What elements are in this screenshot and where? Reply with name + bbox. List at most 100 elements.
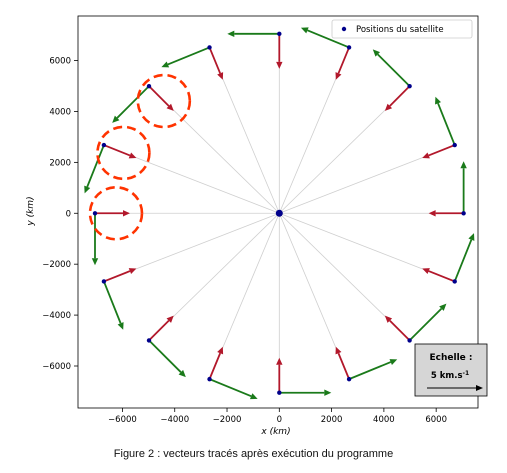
satellite-point: [101, 279, 107, 284]
y-tick-label: −2000: [42, 260, 71, 270]
x-tick-label: −6000: [108, 415, 137, 425]
scale-value-text: 5 km.s: [431, 371, 463, 381]
red-vector-head: [217, 346, 224, 355]
green-vector-shaft: [307, 29, 350, 49]
red-vector-head: [428, 210, 436, 217]
green-vector-head: [117, 322, 124, 330]
red-vector-shaft: [103, 144, 131, 157]
red-vector-shaft: [148, 319, 170, 342]
x-tick-label: −4000: [160, 415, 189, 425]
satellite-point: [207, 376, 212, 382]
satellite-point: [461, 211, 466, 216]
green-vector-head: [372, 49, 381, 57]
green-vector-shaft: [167, 46, 210, 66]
red-vector-shaft: [428, 144, 456, 157]
scale-title: Echelle :: [429, 353, 472, 363]
red-vector-head: [166, 315, 174, 323]
green-vector-head: [460, 161, 467, 169]
earth-center-point: [275, 209, 283, 217]
satellite-point: [346, 45, 352, 50]
green-vector-shaft: [437, 102, 456, 146]
green-vector-shaft: [209, 378, 252, 398]
figure-caption: Figure 2 : vecteurs tracés après exécuti…: [113, 448, 394, 460]
satellite-points: [92, 31, 466, 395]
satellite-point: [407, 338, 412, 343]
green-vector-head: [468, 233, 475, 241]
legend-frame: [331, 19, 473, 39]
highlight-circles: [88, 73, 192, 241]
green-vector-shaft: [148, 339, 182, 373]
x-axis-label: x (km): [260, 427, 290, 437]
green-vector-head: [249, 393, 258, 400]
y-tick-label: 6000: [49, 57, 71, 67]
legend-marker: [341, 26, 347, 32]
green-vector-head: [435, 96, 441, 105]
red-vector-head: [276, 357, 283, 365]
satellite-point: [277, 390, 282, 395]
x-axis-ticks: −6000 −4000 −2000 0 2000 4000 6000: [108, 408, 447, 425]
y-tick-label: −4000: [42, 311, 71, 321]
green-vector-head: [84, 185, 91, 194]
x-tick-label: 4000: [373, 415, 395, 425]
red-vector-head: [128, 268, 137, 275]
highlight-circle: [96, 125, 151, 181]
red-vector-head: [335, 72, 342, 80]
red-vector-shaft: [428, 270, 456, 283]
satellite-point: [407, 83, 412, 89]
red-vector-head: [384, 315, 393, 323]
scale-value: 5 km.s-1: [431, 370, 469, 381]
red-vector-head: [128, 152, 137, 159]
x-tick-label: 2000: [321, 415, 343, 425]
red-vector-shaft: [208, 47, 221, 74]
red-vector-head: [276, 61, 283, 69]
legend-label: Positions du satellite: [356, 25, 444, 35]
y-tick-label: 0: [66, 209, 71, 219]
red-vector-shaft: [389, 319, 411, 342]
red-vector-shaft: [103, 270, 131, 283]
green-vector-head: [112, 115, 120, 123]
green-vectors: [84, 27, 475, 400]
red-vectors: [94, 33, 464, 393]
scale-exponent: -1: [463, 370, 470, 377]
red-vector-head: [384, 103, 393, 111]
scale-box-frame: [414, 343, 488, 397]
green-vector-head: [178, 369, 186, 378]
green-vector-shaft: [103, 281, 122, 324]
red-vector-head: [166, 103, 174, 111]
satellite-point: [101, 142, 107, 148]
green-vector-shaft: [453, 239, 473, 282]
green-vector-head: [227, 30, 235, 38]
satellite-point: [452, 142, 457, 148]
satellite-point: [346, 376, 352, 382]
y-axis-ticks: −6000 −4000 −2000 0 2000 4000 6000: [42, 57, 78, 372]
green-vector-head: [439, 303, 447, 311]
y-axis-label: y (km): [26, 196, 36, 226]
legend: Positions du satellite: [331, 19, 473, 39]
satellite-point: [452, 279, 457, 284]
y-tick-label: −6000: [42, 362, 71, 372]
red-vector-head: [422, 152, 430, 159]
green-vector-shaft: [348, 361, 392, 380]
y-tick-label: 4000: [49, 107, 71, 117]
highlight-circle: [136, 73, 192, 129]
green-vector-shaft: [116, 85, 150, 119]
green-vector-head: [389, 359, 398, 366]
green-vector-shaft: [408, 307, 443, 342]
red-vector-head: [422, 268, 430, 275]
satellite-point: [277, 31, 282, 37]
red-vector-head: [335, 346, 342, 355]
satellite-point: [92, 211, 98, 216]
highlight-circle: [88, 185, 144, 241]
red-vector-shaft: [208, 352, 221, 380]
green-vector-head: [161, 61, 170, 68]
green-vector-shaft: [377, 53, 411, 87]
green-vector-head: [91, 258, 99, 266]
satellite-point: [146, 338, 152, 343]
red-vector-shaft: [389, 85, 411, 107]
red-vector-head: [122, 210, 130, 217]
green-vector-head: [324, 389, 332, 396]
satellite-point: [207, 45, 212, 50]
satellite-point: [146, 83, 152, 89]
red-vector-head: [217, 72, 224, 80]
red-vector-shaft: [337, 47, 350, 74]
